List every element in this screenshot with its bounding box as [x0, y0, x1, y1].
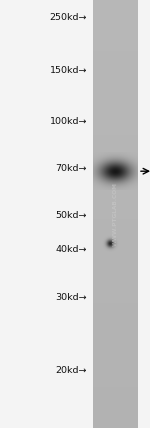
Text: 20kd→: 20kd→ — [56, 366, 87, 375]
Text: 40kd→: 40kd→ — [56, 245, 87, 254]
Text: WWW.PTGLAB.COM: WWW.PTGLAB.COM — [113, 182, 118, 246]
Text: 150kd→: 150kd→ — [50, 66, 87, 75]
Text: 100kd→: 100kd→ — [50, 117, 87, 127]
Text: 250kd→: 250kd→ — [50, 13, 87, 23]
Text: 30kd→: 30kd→ — [55, 293, 87, 302]
Text: 50kd→: 50kd→ — [56, 211, 87, 220]
Text: 70kd→: 70kd→ — [56, 163, 87, 173]
